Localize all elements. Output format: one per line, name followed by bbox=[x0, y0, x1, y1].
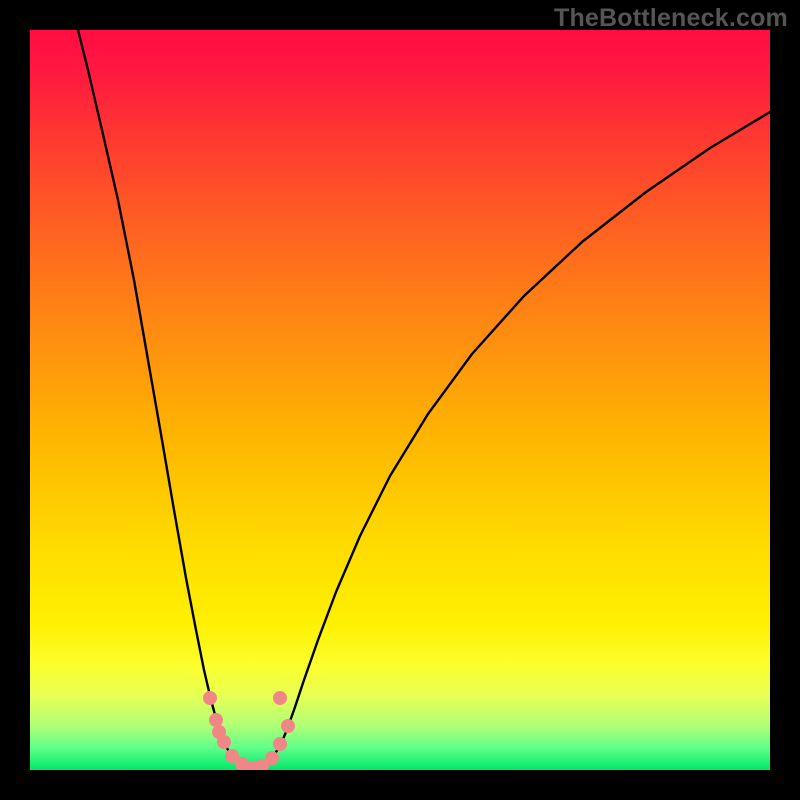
data-marker bbox=[203, 691, 217, 705]
data-marker bbox=[209, 713, 223, 727]
plot-area bbox=[30, 30, 770, 770]
watermark-text: TheBottleneck.com bbox=[554, 4, 788, 33]
data-marker bbox=[212, 725, 226, 739]
chart-svg bbox=[30, 30, 770, 770]
gradient-background bbox=[30, 30, 770, 770]
data-marker bbox=[281, 719, 295, 733]
data-marker bbox=[273, 737, 287, 751]
data-marker bbox=[273, 691, 287, 705]
data-marker bbox=[265, 751, 279, 765]
